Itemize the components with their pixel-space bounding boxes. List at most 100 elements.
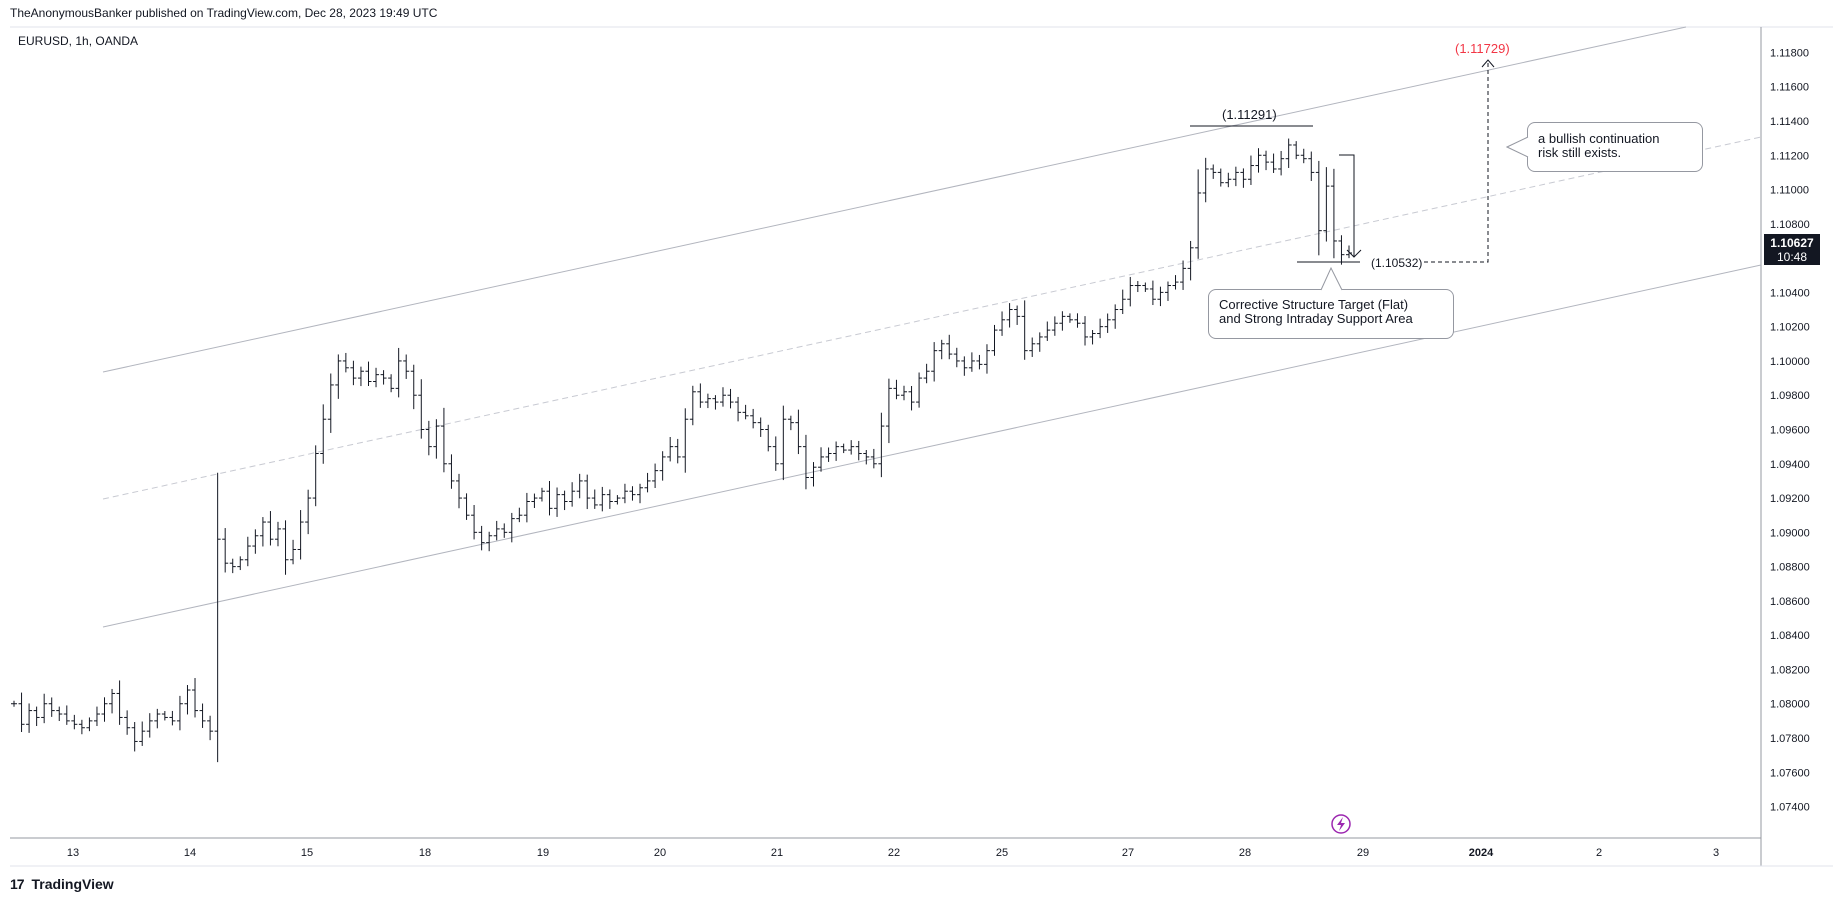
ohlc-bar xyxy=(1187,240,1194,281)
time-tick-label: 21 xyxy=(771,847,783,859)
ohlc-bar xyxy=(840,443,847,454)
parallel-channel[interactable] xyxy=(102,26,1762,628)
ohlc-bar xyxy=(652,463,659,488)
ohlc-bar xyxy=(403,354,410,379)
time-tick-label: 27 xyxy=(1122,847,1134,859)
bullish-callout[interactable]: a bullish continuation risk still exists… xyxy=(1527,122,1703,172)
ohlc-bar xyxy=(418,379,425,439)
ohlc-bar xyxy=(1074,313,1081,328)
low-price-label: (1.10532) xyxy=(1371,256,1423,270)
high-price-label: (1.11291) xyxy=(1222,107,1277,122)
ohlc-bar xyxy=(946,334,953,360)
ohlc-bar xyxy=(870,448,877,469)
ohlc-bar xyxy=(780,405,787,481)
ohlc-bar xyxy=(999,311,1006,336)
ohlc-bar xyxy=(357,366,364,387)
price-tick-label: 1.11200 xyxy=(1770,150,1809,162)
ohlc-bar xyxy=(101,697,108,722)
ohlc-bar xyxy=(56,706,63,722)
ohlc-bar xyxy=(365,361,372,387)
ohlc-bar xyxy=(938,339,945,360)
support-callout[interactable]: Corrective Structure Target (Flat) and S… xyxy=(1208,289,1454,339)
ohlc-bar xyxy=(192,678,199,718)
ohlc-bar xyxy=(41,693,48,724)
ohlc-bar xyxy=(825,447,832,462)
price-tick-label: 1.09600 xyxy=(1770,425,1810,437)
bullish-callout-pointer xyxy=(1506,136,1529,158)
ohlc-bar xyxy=(109,688,116,714)
ohlc-bar xyxy=(1255,148,1262,173)
bullish-callout-line-1: a bullish continuation xyxy=(1538,131,1660,146)
footer-brand[interactable]: 17 TradingView xyxy=(10,876,114,892)
ohlc-bar xyxy=(161,711,168,721)
ohlc-bar xyxy=(1119,289,1126,315)
ohlc-bar xyxy=(1097,318,1104,339)
ohlc-bar xyxy=(735,396,742,422)
ohlc-bar xyxy=(237,556,244,571)
ohlc-bar xyxy=(704,393,711,409)
price-tick-label: 1.08000 xyxy=(1770,699,1810,711)
symbol-label[interactable]: EURUSD, 1h, OANDA xyxy=(18,34,139,48)
ohlc-bar xyxy=(1149,280,1156,306)
ohlc-bar xyxy=(908,386,915,411)
price-tick-label: 1.07800 xyxy=(1770,733,1810,745)
price-tick-label: 1.10000 xyxy=(1770,356,1810,368)
ohlc-bar xyxy=(923,363,930,384)
ohlc-bar xyxy=(1059,311,1066,331)
time-tick-label: 18 xyxy=(419,847,431,859)
ohlc-bar xyxy=(818,447,825,472)
ohlc-bar xyxy=(1308,151,1315,181)
ohlc-bar xyxy=(833,441,840,461)
ohlc-bar xyxy=(297,510,304,560)
ohlc-bar xyxy=(154,708,161,729)
ohlc-bar xyxy=(471,504,478,540)
ohlc-bar xyxy=(312,445,319,507)
ohlc-bar xyxy=(916,372,923,408)
ohlc-bar xyxy=(569,482,576,507)
ohlc-bar xyxy=(1232,166,1239,187)
time-axis[interactable]: 13 14 15 18 19 20 21 22 25 27 28 29 2024 2 3 xyxy=(67,847,1719,859)
ohlc-bar xyxy=(259,517,266,547)
ohlc-bar xyxy=(584,474,591,510)
ohlc-bar xyxy=(554,487,561,517)
ohlc-bar xyxy=(146,713,153,738)
ohlc-bar xyxy=(976,354,983,370)
ohlc-bar xyxy=(139,721,146,746)
target-price-label: (1.11729) xyxy=(1455,41,1510,56)
target-path-line xyxy=(1424,60,1489,263)
ohlc-bar xyxy=(1066,313,1073,323)
time-tick-label: 29 xyxy=(1357,847,1369,859)
ohlc-bar xyxy=(274,521,281,547)
ohlc-bar xyxy=(433,419,440,459)
bullish-callout-line-2: risk still exists. xyxy=(1538,145,1622,160)
ohlc-bar xyxy=(1247,155,1254,185)
ohlc-bar xyxy=(1006,303,1013,328)
time-tick-label: 2024 xyxy=(1469,847,1494,859)
drawings-group xyxy=(1190,59,1495,263)
ohlc-bar xyxy=(1315,160,1322,256)
ohlc-bar xyxy=(1195,169,1202,259)
ohlc-bar xyxy=(1014,305,1021,325)
ohlc-bar xyxy=(983,344,990,374)
last-price-value: 1.10627 xyxy=(1770,236,1814,250)
ohlc-bar xyxy=(456,473,462,509)
ohlc-bar xyxy=(486,531,493,552)
ohlc-bar xyxy=(11,700,17,707)
time-tick-label: 14 xyxy=(184,847,196,859)
price-tick-label: 1.07400 xyxy=(1770,802,1810,814)
price-tick-label: 1.08400 xyxy=(1770,630,1810,642)
ohlc-bar xyxy=(48,697,55,717)
ohlc-bar xyxy=(1104,313,1111,333)
lightning-icon[interactable] xyxy=(1331,814,1351,834)
ohlc-bar xyxy=(1263,150,1270,171)
ohlc-bar xyxy=(968,352,975,372)
ohlc-bar xyxy=(1270,153,1277,173)
price-axis[interactable]: 1.11800 1.11600 1.11400 1.11200 1.11000 1.108… xyxy=(1770,47,1810,813)
ohlc-bar xyxy=(493,520,500,541)
ohlc-bar xyxy=(689,385,696,426)
ohlc-bar xyxy=(478,525,485,551)
ohlc-bar xyxy=(1323,167,1330,242)
price-tick-label: 1.10200 xyxy=(1770,322,1810,334)
ohlc-bar xyxy=(463,493,470,520)
